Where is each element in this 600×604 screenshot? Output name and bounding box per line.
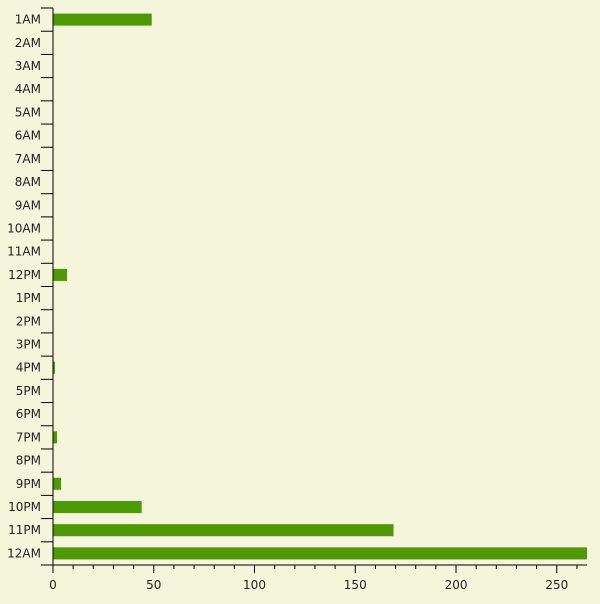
y-tick-label-1pm: 1PM (16, 291, 41, 305)
y-tick-label-4pm: 4PM (16, 361, 41, 375)
x-tick-label-150: 150 (344, 578, 367, 592)
y-tick-label-6am: 6AM (15, 129, 41, 143)
y-tick-label-11am: 11AM (7, 245, 41, 259)
x-tick-label-50: 50 (146, 578, 161, 592)
y-tick-label-8am: 8AM (15, 175, 41, 189)
y-tick-label-2pm: 2PM (16, 314, 41, 328)
bar-12pm (53, 268, 68, 281)
y-tick-label-10am: 10AM (7, 221, 41, 235)
y-tick-label-8pm: 8PM (16, 454, 41, 468)
x-tick-label-250: 250 (545, 578, 568, 592)
bar-7pm (53, 431, 58, 444)
x-tick-label-0: 0 (49, 578, 57, 592)
y-tick-label-7am: 7AM (15, 152, 41, 166)
x-tick-label-100: 100 (243, 578, 266, 592)
y-tick-label-1am: 1AM (15, 13, 41, 27)
bar-4pm (53, 361, 56, 374)
bar-9pm (53, 477, 62, 490)
y-tick-label-12pm: 12PM (8, 268, 41, 282)
x-tick-label-200: 200 (445, 578, 468, 592)
y-tick-label-6pm: 6PM (16, 407, 41, 421)
y-tick-label-3pm: 3PM (16, 338, 41, 352)
y-tick-label-12am: 12AM (7, 546, 41, 560)
y-tick-label-3am: 3AM (15, 59, 41, 73)
y-tick-label-7pm: 7PM (16, 430, 41, 444)
bar-12am (53, 547, 587, 560)
y-tick-label-10pm: 10PM (8, 500, 41, 514)
bar-10pm (53, 500, 142, 514)
y-tick-label-5am: 5AM (15, 105, 41, 119)
y-tick-label-4am: 4AM (15, 82, 41, 96)
y-tick-label-2am: 2AM (15, 36, 41, 50)
y-tick-label-5pm: 5PM (16, 384, 41, 398)
bar-11pm (53, 524, 394, 537)
y-tick-label-9am: 9AM (15, 198, 41, 212)
bar-1am (53, 13, 152, 26)
y-tick-label-11pm: 11PM (8, 523, 41, 537)
y-tick-label-9pm: 9PM (16, 477, 41, 491)
